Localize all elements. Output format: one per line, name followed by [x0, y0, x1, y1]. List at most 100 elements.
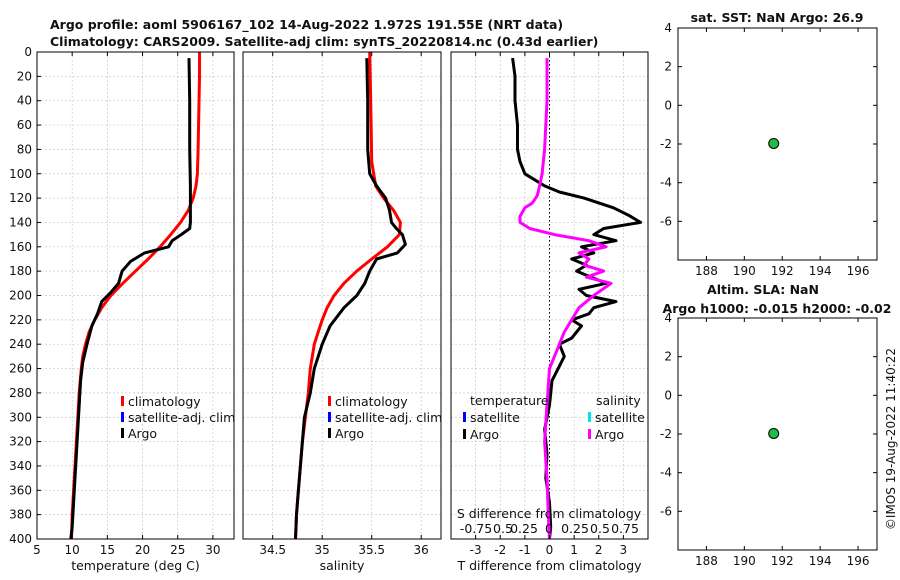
difference-series — [511, 57, 643, 540]
legend-temp-satellite-label: satellite — [470, 410, 520, 425]
s-difference-tick-label: 0.25 — [561, 521, 589, 536]
series-line-temperature-argo — [511, 57, 643, 540]
legend-climatology-swatch — [121, 396, 124, 406]
difference-grid — [451, 51, 648, 540]
difference-panel: -3 -2 -1 0 1 2 3 T difference from climatology… — [450, 51, 649, 573]
legend-sal-satellite-label: satellite — [595, 410, 645, 425]
s-difference-title: S difference from climatology — [457, 506, 642, 521]
y-tick-label: 2 — [664, 350, 672, 364]
salinity-grid — [243, 51, 441, 540]
y-tick-label: 360 — [9, 483, 32, 497]
salinity-panel: 34.5 35 35.5 36 salinity climatology satell… — [242, 51, 442, 573]
x-tick-label: 188 — [695, 264, 718, 278]
legend-argo-swatch — [328, 428, 331, 438]
x-tick-label: 34.5 — [259, 543, 286, 557]
imos-timestamp: ©IMOS 19-Aug-2022 11:40:22 — [884, 348, 898, 530]
s-difference-tick-label: 0.75 — [611, 521, 639, 536]
y-tick-label: -6 — [660, 214, 672, 228]
legend-sal-argo-label: Argo — [595, 427, 624, 442]
legend-argo-swatch — [121, 428, 124, 438]
sla-points — [768, 427, 780, 439]
x-tick-label: 1 — [570, 543, 578, 557]
y-tick-label: 220 — [9, 313, 32, 327]
sst-yticks: 4 2 0 -2 -4 -6 — [660, 21, 877, 228]
y-tick-label: -2 — [660, 427, 672, 441]
s-difference-tick-label: 0.25 — [510, 521, 538, 536]
series-line-argo — [294, 58, 407, 540]
x-tick-label: 30 — [205, 543, 220, 557]
y-tick-label: 380 — [9, 508, 32, 522]
y-tick-label: 20 — [17, 69, 32, 83]
title-line-2: Climatology: CARS2009. Satellite-adj cli… — [50, 34, 598, 50]
y-tick-label: 180 — [9, 264, 32, 278]
temperature-series — [69, 52, 201, 540]
y-tick-label: 320 — [9, 435, 32, 449]
legend-temp-argo-label: Argo — [470, 427, 499, 442]
s-difference-tick-label: 0.5 — [590, 521, 610, 536]
legend-satellite-swatch — [328, 412, 331, 422]
salinity-legend: climatology satellite-adj. clim Argo — [328, 394, 442, 441]
argo-position-marker — [768, 137, 780, 149]
legend-salinity-title: salinity — [596, 393, 641, 408]
difference-xticks: -3 -2 -1 0 1 2 3 — [470, 52, 628, 557]
legend-satellite-label: satellite-adj. clim — [335, 410, 442, 425]
legend-climatology-label: climatology — [335, 394, 408, 409]
x-tick-label: 194 — [809, 554, 832, 568]
temperature-legend: climatology satellite-adj. clim Argo — [121, 394, 235, 441]
sla-subtitle: Argo h1000: -0.015 h2000: -0.02 — [663, 301, 892, 316]
y-tick-label: 280 — [9, 386, 32, 400]
x-tick-label: 190 — [733, 554, 756, 568]
salinity-axes-frame — [242, 51, 442, 540]
sla-panel: Altim. SLA: NaN Argo h1000: -0.015 h2000… — [660, 282, 891, 568]
sla-title: Altim. SLA: NaN — [707, 282, 819, 297]
depth-yticks: 0 20 40 60 80 100 120 140 160 180 200 220 240 260 280 3… — [9, 45, 41, 546]
x-tick-label: 35 — [315, 543, 330, 557]
s-difference-tick-label: 0 — [545, 521, 553, 536]
y-tick-label: 140 — [9, 215, 32, 229]
x-tick-label: 192 — [771, 554, 794, 568]
x-tick-label: 25 — [170, 543, 185, 557]
y-tick-label: 240 — [9, 337, 32, 351]
temperature-panel: 5 10 15 20 25 30 0 20 40 60 80 100 120 140 160 180 200 2… — [9, 45, 235, 573]
s-difference-tick-label: 0.5 — [493, 521, 513, 536]
salinity-xticks: 34.5 35 35.5 36 — [259, 52, 429, 557]
legend-temp-satellite-swatch — [463, 412, 466, 422]
y-tick-label: 0 — [24, 45, 32, 59]
s-difference-ticks: -0.75 0.50.25 0 0.25 0.5 0.75 — [460, 521, 639, 536]
salinity-series — [294, 51, 407, 540]
temperature-xlabel: temperature (deg C) — [71, 558, 200, 573]
s-difference-tick-label: -0.75 — [460, 521, 492, 536]
legend-climatology-swatch — [328, 396, 331, 406]
y-tick-label: 120 — [9, 191, 32, 205]
salinity-xlabel: salinity — [320, 558, 365, 573]
y-tick-label: 200 — [9, 289, 32, 303]
y-tick-label: 160 — [9, 240, 32, 254]
legend-satellite-swatch — [121, 412, 124, 422]
x-tick-label: 194 — [809, 264, 832, 278]
legend-climatology-label: climatology — [128, 394, 201, 409]
y-tick-label: 300 — [9, 410, 32, 424]
x-tick-label: -1 — [519, 543, 531, 557]
x-tick-label: 196 — [847, 554, 870, 568]
y-tick-label: 0 — [664, 388, 672, 402]
x-tick-label: 10 — [65, 543, 80, 557]
legend-temp-argo-swatch — [463, 429, 466, 439]
x-tick-label: -2 — [494, 543, 506, 557]
y-tick-label: -2 — [660, 137, 672, 151]
legend-argo-label: Argo — [128, 426, 157, 441]
sla-yticks: 4 2 0 -2 -4 -6 — [660, 311, 877, 518]
y-tick-label: 0 — [664, 98, 672, 112]
legend-sal-satellite-swatch — [588, 412, 591, 422]
x-tick-label: 3 — [620, 543, 628, 557]
difference-xlabel: T difference from climatology — [456, 558, 642, 573]
x-tick-label: 192 — [771, 264, 794, 278]
title-line-1: Argo profile: aoml 5906167_102 14-Aug-20… — [50, 17, 563, 33]
x-tick-label: 20 — [135, 543, 150, 557]
series-line-argo — [69, 58, 192, 540]
legend-temperature-title: temperature — [470, 393, 549, 408]
temperature-grid — [36, 51, 234, 540]
y-tick-label: 60 — [17, 118, 32, 132]
x-tick-label: 36 — [414, 543, 429, 557]
y-tick-label: -6 — [660, 504, 672, 518]
